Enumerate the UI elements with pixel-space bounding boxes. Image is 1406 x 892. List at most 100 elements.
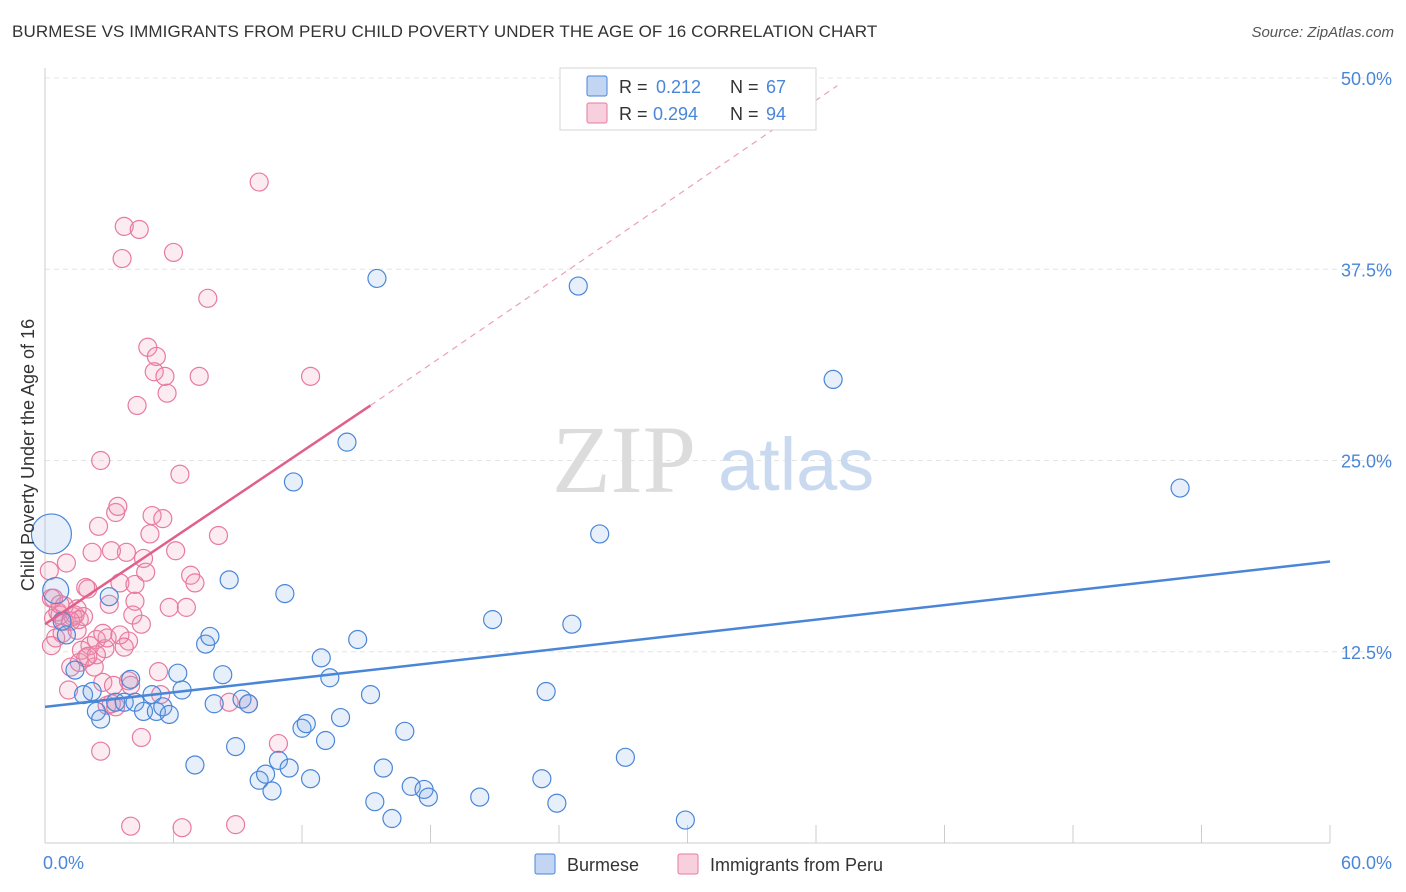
burmese-point: [315, 730, 336, 751]
peru-point: [185, 573, 205, 593]
y-tick-label: 25.0%: [1341, 452, 1392, 472]
tick-labels: 12.5% 25.0% 37.5% 50.0% 0.0% 60.0%: [43, 69, 1392, 873]
peru-point: [78, 646, 98, 666]
burmese-point: [185, 755, 205, 775]
watermark-atlas: atlas: [718, 423, 874, 506]
peru-point: [82, 542, 102, 562]
peru-point: [136, 562, 156, 582]
burmese-point: [1170, 478, 1190, 498]
burmese-r-value: 0.212: [656, 77, 701, 97]
peru-point: [125, 574, 145, 595]
chart-title: BURMESE VS IMMIGRANTS FROM PERU CHILD PO…: [12, 22, 878, 41]
burmese-point: [348, 629, 368, 650]
peru-point: [99, 594, 119, 614]
burmese-point: [382, 808, 402, 829]
peru-n-label: N =: [730, 104, 759, 124]
burmese-point: [82, 681, 102, 702]
peru-point: [91, 741, 111, 761]
burmese-point: [330, 707, 351, 728]
source-credit: Source: ZipAtlas.com: [1251, 24, 1394, 41]
peru-point: [166, 541, 186, 561]
burmese-point: [615, 747, 635, 767]
burmese-point: [418, 787, 438, 807]
burmese-point: [275, 584, 295, 604]
y-tick-label: 50.0%: [1341, 69, 1392, 89]
y-axis-label: Child Poverty Under the Age of 16: [18, 319, 38, 591]
peru-point: [226, 815, 246, 835]
peru-point: [176, 597, 196, 617]
burmese-point: [65, 660, 85, 680]
peru-point: [163, 242, 184, 263]
burmese-point: [153, 697, 173, 717]
peru-point: [129, 219, 149, 240]
peru-point: [268, 733, 289, 754]
peru-point: [103, 675, 124, 696]
burmese-point: [337, 432, 357, 452]
burmese-point: [590, 524, 610, 544]
peru-point: [91, 450, 111, 471]
peru-point: [144, 362, 164, 382]
burmese-point: [360, 684, 381, 705]
peru-point: [159, 597, 179, 617]
peru-point: [249, 172, 269, 192]
series-legend: Burmese Immigrants from Peru: [534, 853, 883, 875]
peru-point: [127, 395, 147, 416]
peru-point: [131, 727, 151, 748]
burmese-point: [296, 714, 316, 734]
peru-r-value: 0.294: [653, 104, 698, 124]
burmese-point: [283, 472, 304, 492]
burmese-point: [823, 369, 843, 390]
burmese-point: [238, 694, 259, 714]
burmese-point: [547, 793, 567, 813]
burmese-point: [204, 694, 224, 714]
peru-point: [121, 816, 141, 836]
peru-point: [198, 288, 218, 308]
peru-point: [300, 366, 321, 386]
burmese-point: [483, 610, 503, 630]
burmese-point: [30, 513, 73, 555]
peru-point: [58, 680, 79, 700]
burmese-point: [300, 769, 321, 789]
burmese-point: [255, 764, 276, 784]
burmese-point: [219, 570, 239, 590]
burmese-point: [121, 669, 141, 689]
peru-point: [125, 591, 145, 611]
watermark: ZIP atlas: [552, 406, 874, 513]
burmese-point: [536, 681, 556, 702]
burmese-point: [91, 709, 111, 729]
peru-point: [131, 614, 151, 634]
peru-n-value: 94: [766, 104, 786, 124]
stats-legend: R = 0.212 N = 67 R = 0.294 N = 94: [559, 67, 817, 131]
gridlines: [45, 77, 1392, 653]
legend-peru-swatch: [677, 853, 699, 875]
burmese-point: [200, 626, 220, 647]
peru-swatch: [586, 102, 608, 124]
y-tick-label: 37.5%: [1341, 260, 1392, 280]
peru-point: [140, 524, 160, 544]
peru-point: [108, 496, 128, 516]
x-tick-label: 60.0%: [1341, 853, 1392, 873]
burmese-trend-line: [44, 560, 1331, 709]
burmese-point: [568, 276, 588, 296]
stats-legend-box: [559, 67, 817, 131]
burmese-point: [56, 625, 77, 645]
burmese-point: [395, 721, 415, 741]
peru-point: [170, 464, 190, 484]
axes: [44, 68, 1331, 844]
peru-point: [157, 383, 177, 403]
data-points: [30, 172, 1190, 838]
peru-point: [142, 505, 162, 526]
burmese-point: [168, 663, 188, 683]
peru-point: [114, 637, 134, 657]
peru-point: [208, 525, 229, 546]
burmese-n-label: N =: [730, 77, 759, 97]
legend-burmese-swatch: [534, 853, 556, 875]
peru-point: [88, 516, 109, 536]
peru-point: [101, 541, 121, 561]
burmese-point: [675, 810, 695, 830]
legend-peru-label: Immigrants from Peru: [710, 855, 883, 875]
burmese-point: [213, 665, 233, 685]
peru-point: [146, 346, 166, 367]
peru-point: [155, 366, 175, 386]
